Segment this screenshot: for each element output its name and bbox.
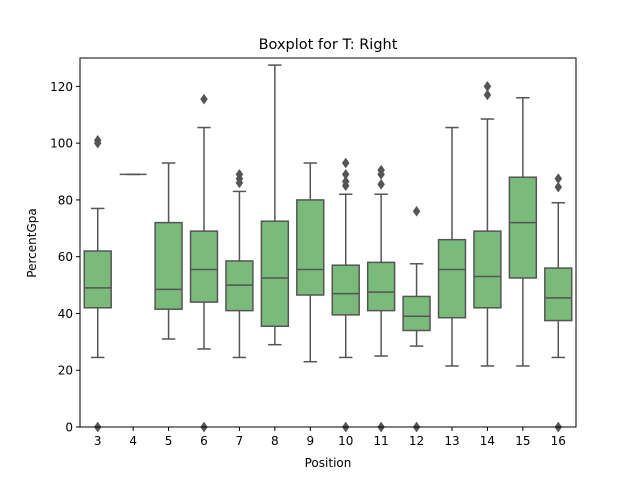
x-tick-label: 9 xyxy=(306,434,314,448)
x-tick-label: 13 xyxy=(444,434,459,448)
y-tick-label: 60 xyxy=(58,250,73,264)
x-tick-label: 5 xyxy=(165,434,173,448)
y-tick-label: 20 xyxy=(58,364,73,378)
outlier-point xyxy=(483,89,492,101)
outlier-point xyxy=(377,164,385,176)
outlier-point xyxy=(341,176,350,187)
box-iqr xyxy=(296,199,325,296)
outlier-point xyxy=(341,168,350,180)
x-tick-label: 11 xyxy=(374,434,389,448)
x-tick-label: 3 xyxy=(94,434,102,448)
x-tick-label: 4 xyxy=(129,434,137,448)
plot-area: 0 20 40 60 80 100 120 3 4 5 6 7 8 9 10 11 12 13 14 15 16 xyxy=(50,64,573,448)
outlier-point xyxy=(235,168,244,180)
outlier-point xyxy=(341,157,350,169)
outlier-point xyxy=(377,178,385,190)
box-iqr xyxy=(260,220,290,327)
chart-title: Boxplot for T: Right xyxy=(259,37,398,53)
outlier-point xyxy=(200,93,208,105)
x-tick-label: 7 xyxy=(236,434,244,448)
outlier-point xyxy=(483,80,492,92)
x-tick-label: 6 xyxy=(200,434,208,448)
box-iqr xyxy=(544,267,573,322)
y-tick-label: 0 xyxy=(65,421,73,435)
x-tick-label: 10 xyxy=(338,434,353,448)
box-iqr xyxy=(83,250,112,309)
outlier-point xyxy=(554,181,563,193)
box-iqr xyxy=(437,238,467,319)
x-tick-label: 16 xyxy=(551,434,566,448)
box-iqr xyxy=(402,295,431,332)
y-tick-label: 100 xyxy=(50,137,73,151)
x-axis-label: Position xyxy=(305,456,352,470)
box-iqr xyxy=(366,261,396,312)
y-axis-label: PercentGpa xyxy=(25,208,39,277)
box-iqr xyxy=(331,264,360,316)
x-tick-label: 14 xyxy=(480,434,495,448)
plot-frame xyxy=(79,57,577,428)
box-iqr xyxy=(154,221,183,310)
box-iqr xyxy=(508,176,538,279)
outlier-point xyxy=(554,173,563,185)
y-tick-label: 120 xyxy=(50,80,73,94)
outlier-point xyxy=(93,134,102,146)
x-tick-label: 8 xyxy=(271,434,279,448)
outlier-point xyxy=(412,205,421,217)
x-tick-label: 12 xyxy=(409,434,424,448)
x-tick-label: 15 xyxy=(515,434,530,448)
box-iqr xyxy=(473,230,502,309)
y-tick-label: 80 xyxy=(58,193,73,207)
box-iqr xyxy=(189,230,219,303)
y-tick-label: 40 xyxy=(58,307,73,321)
